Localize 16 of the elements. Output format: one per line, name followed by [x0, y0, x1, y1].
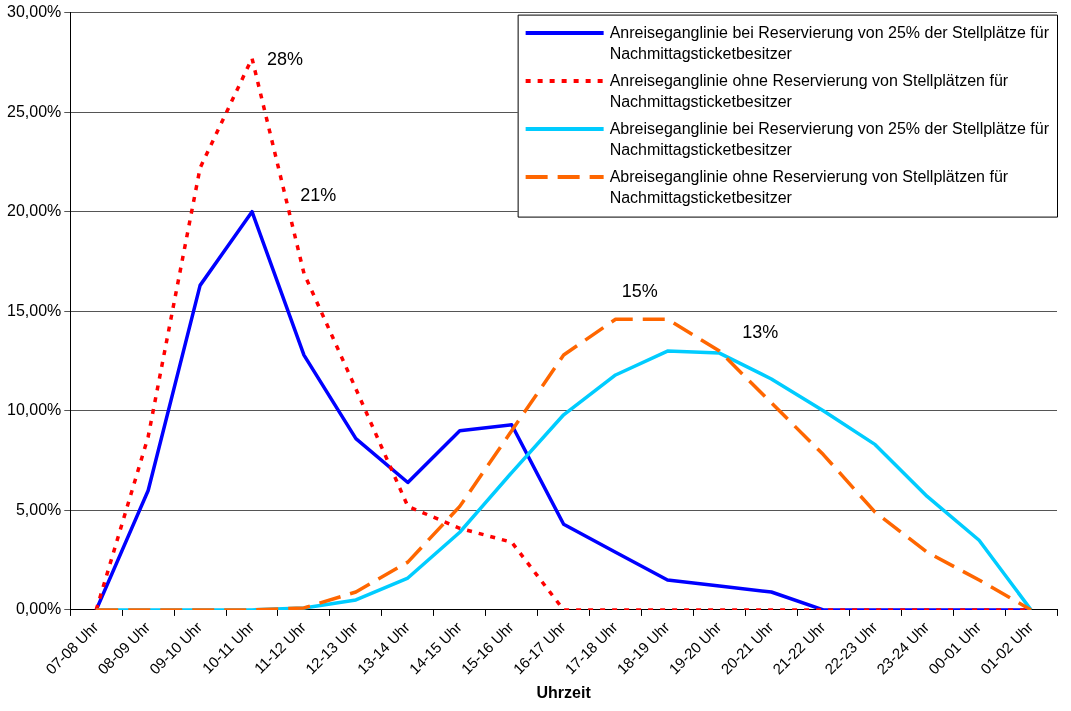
- y-tick-label: 30,00%: [7, 3, 62, 21]
- y-tick-label: 25,00%: [7, 102, 62, 120]
- annotation: 13%: [742, 322, 779, 343]
- legend-label: Abreiseganglinie bei Reservierung von 25% der Stellplätze für Nachmittagsticketbesitzer: [609, 119, 1050, 158]
- annotation: 21%: [300, 184, 337, 205]
- y-tick-label: 0,00%: [15, 600, 62, 618]
- x-axis-title: Uhrzeit: [536, 683, 592, 701]
- legend-label: Anreiseganglinie bei Reservierung von 25% der Stellplätze für Nachmittagsticketbesitzer: [609, 23, 1050, 62]
- y-tick-label: 5,00%: [15, 500, 62, 518]
- annotation: 28%: [267, 49, 304, 70]
- y-tick-label: 15,00%: [7, 301, 62, 319]
- legend-label: Abreiseganglinie ohne Reservierung von Stellplätzen für Nachmittagsticketbesitzer: [609, 167, 1009, 206]
- legend-label: Anreiseganglinie ohne Reservierung von Stellplätzen für Nachmittagsticketbesitzer: [609, 71, 1009, 110]
- y-tick-label: 20,00%: [7, 202, 62, 220]
- y-tick-label: 10,00%: [7, 401, 62, 419]
- annotation: 15%: [621, 280, 658, 301]
